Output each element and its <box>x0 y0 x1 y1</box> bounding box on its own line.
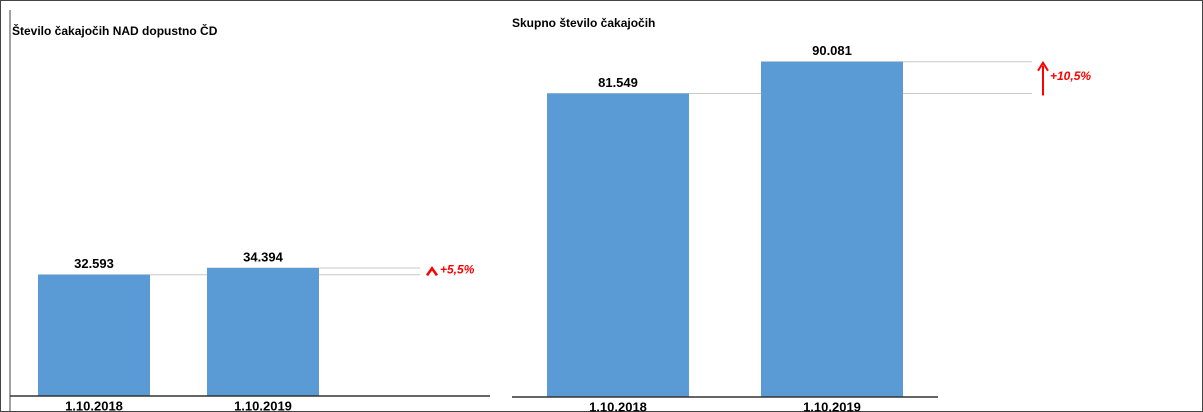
annotation: +10,5% <box>1050 69 1091 83</box>
x-tick-label: 1.10.2018 <box>65 398 123 412</box>
value-label: 32.593 <box>74 256 114 271</box>
arrow <box>425 266 439 277</box>
bar <box>761 61 903 398</box>
value-label: 81.549 <box>598 75 638 90</box>
bar <box>547 93 689 398</box>
value-label: 34.394 <box>243 249 284 264</box>
annotation: +5,5% <box>440 263 475 277</box>
value-label: 90.081 <box>812 43 852 58</box>
chart-title: Število čakajočih NAD dopustno ČD <box>12 23 218 38</box>
chart-title: Skupno število čakajočih <box>512 16 655 30</box>
arrow-head <box>1037 60 1049 72</box>
x-tick-label: 1.10.2019 <box>234 398 292 412</box>
bar <box>207 267 319 396</box>
bar <box>38 274 150 396</box>
x-tick-label: 1.10.2019 <box>803 399 861 412</box>
x-tick-label: 1.10.2018 <box>589 399 647 412</box>
